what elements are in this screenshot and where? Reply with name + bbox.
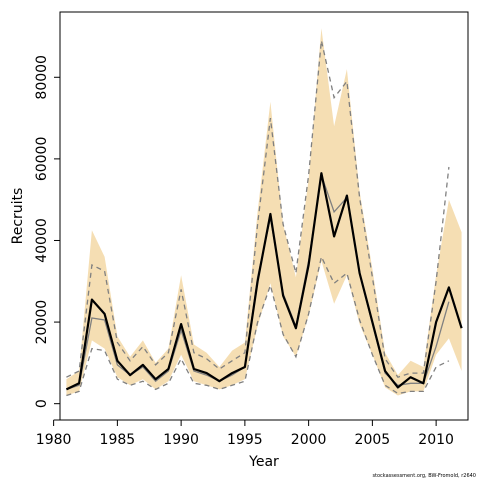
y-tick-label: 40000 <box>34 218 50 263</box>
x-tick-label: 1985 <box>100 432 136 448</box>
x-axis: 1980 1985 1990 1995 2000 2005 2010 <box>36 419 454 448</box>
x-tick-label: 1990 <box>163 432 199 448</box>
y-axis-title: Recruits <box>10 188 26 245</box>
comparison-upper-line <box>66 40 450 378</box>
x-axis-title: Year <box>248 454 279 470</box>
band-layer <box>66 28 462 396</box>
credit-text: stockassessment.org, BW-Fromold, r2640 <box>372 473 476 479</box>
x-tick-label: 2010 <box>418 432 454 448</box>
x-tick-label: 2005 <box>355 432 391 448</box>
y-tick-label: 20000 <box>34 300 50 345</box>
line-layer <box>65 40 463 397</box>
x-tick-label: 2000 <box>291 432 327 448</box>
comparison-lower-line <box>66 254 450 397</box>
y-axis: 0 20000 40000 60000 80000 <box>34 55 61 408</box>
x-tick-label: 1980 <box>36 432 72 448</box>
x-tick-label: 1995 <box>227 432 263 448</box>
y-tick-label: 60000 <box>34 137 50 182</box>
y-tick-label: 80000 <box>34 55 50 100</box>
recruits-estimate-line <box>65 172 463 391</box>
y-tick-label: 0 <box>34 399 50 408</box>
confidence-band <box>66 28 462 396</box>
